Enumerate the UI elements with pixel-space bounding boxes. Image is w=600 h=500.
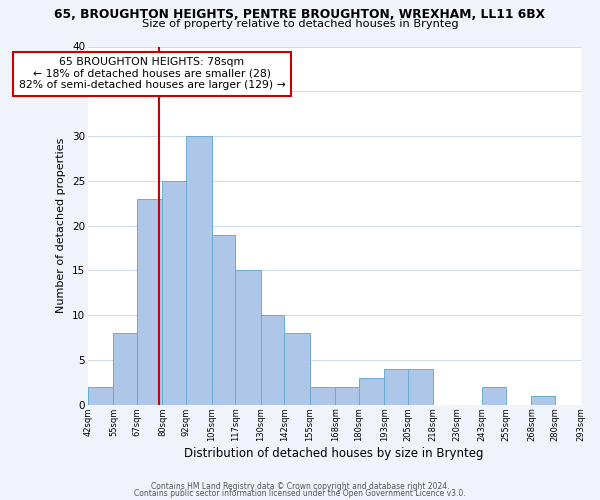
Text: 65 BROUGHTON HEIGHTS: 78sqm
← 18% of detached houses are smaller (28)
82% of sem: 65 BROUGHTON HEIGHTS: 78sqm ← 18% of det… xyxy=(19,57,286,90)
Text: 65, BROUGHTON HEIGHTS, PENTRE BROUGHTON, WREXHAM, LL11 6BX: 65, BROUGHTON HEIGHTS, PENTRE BROUGHTON,… xyxy=(55,8,545,20)
Bar xyxy=(235,270,260,405)
Bar xyxy=(482,387,506,405)
Bar xyxy=(335,387,359,405)
Bar xyxy=(163,181,186,405)
Bar xyxy=(260,315,284,405)
Bar xyxy=(284,333,310,405)
Text: Contains HM Land Registry data © Crown copyright and database right 2024.: Contains HM Land Registry data © Crown c… xyxy=(151,482,449,491)
Bar xyxy=(88,387,113,405)
X-axis label: Distribution of detached houses by size in Brynteg: Distribution of detached houses by size … xyxy=(184,447,484,460)
Text: Contains public sector information licensed under the Open Government Licence v3: Contains public sector information licen… xyxy=(134,489,466,498)
Bar xyxy=(186,136,212,405)
Bar xyxy=(408,369,433,405)
Bar xyxy=(113,333,137,405)
Bar xyxy=(359,378,384,405)
Bar xyxy=(532,396,555,405)
Text: Size of property relative to detached houses in Brynteg: Size of property relative to detached ho… xyxy=(142,19,458,29)
Bar xyxy=(310,387,335,405)
Bar xyxy=(212,234,235,405)
Bar xyxy=(137,199,163,405)
Y-axis label: Number of detached properties: Number of detached properties xyxy=(56,138,67,314)
Bar xyxy=(384,369,408,405)
